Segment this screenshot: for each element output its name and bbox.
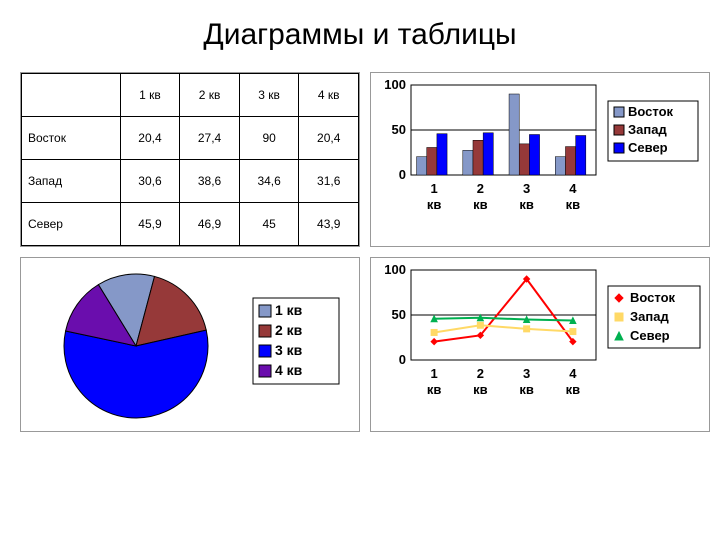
svg-text:3: 3 — [523, 366, 530, 381]
svg-text:0: 0 — [399, 167, 406, 182]
page-title: Диаграммы и таблицы — [0, 18, 720, 52]
svg-text:4: 4 — [569, 366, 577, 381]
data-table: 1 кв 2 кв 3 кв 4 кв Восток 20,4 27,4 90 … — [21, 73, 359, 246]
svg-text:Восток: Восток — [630, 290, 676, 305]
pie-chart-panel: 1 кв 2 кв 3 кв 4 кв — [20, 257, 360, 432]
col-header: 4 кв — [299, 74, 359, 117]
svg-text:3 кв: 3 кв — [275, 342, 303, 358]
line-chart: 0501001кв2кв3кв4квВостокЗападСевер — [371, 258, 709, 431]
pie-chart: 1 кв 2 кв 3 кв 4 кв — [21, 258, 359, 431]
svg-text:кв: кв — [566, 197, 581, 212]
svg-text:1: 1 — [431, 366, 438, 381]
table-cell: 31,6 — [299, 160, 359, 203]
col-header: 3 кв — [239, 74, 299, 117]
table-cell: 43,9 — [299, 203, 359, 246]
col-header: 2 кв — [180, 74, 240, 117]
table-cell: 90 — [239, 117, 299, 160]
table-cell: 20,4 — [299, 117, 359, 160]
svg-text:0: 0 — [399, 352, 406, 367]
row-header: Восток — [22, 117, 121, 160]
table-cell: 45 — [239, 203, 299, 246]
row-header: Запад — [22, 160, 121, 203]
svg-text:4: 4 — [569, 181, 577, 196]
svg-text:кв: кв — [519, 382, 534, 397]
svg-text:Север: Север — [630, 328, 670, 343]
svg-text:100: 100 — [384, 77, 406, 92]
table-cell: 34,6 — [239, 160, 299, 203]
svg-text:2 кв: 2 кв — [275, 322, 303, 338]
svg-text:4 кв: 4 кв — [275, 362, 303, 378]
svg-text:кв: кв — [473, 382, 488, 397]
row-header: Север — [22, 203, 121, 246]
svg-text:Восток: Восток — [628, 104, 674, 119]
table-cell: 27,4 — [180, 117, 240, 160]
chart-grid: 1 кв 2 кв 3 кв 4 кв Восток 20,4 27,4 90 … — [20, 72, 700, 432]
svg-text:кв: кв — [519, 197, 534, 212]
svg-text:кв: кв — [427, 382, 442, 397]
svg-text:3: 3 — [523, 181, 530, 196]
table-cell: 38,6 — [180, 160, 240, 203]
table-cell: 20,4 — [120, 117, 180, 160]
svg-text:100: 100 — [384, 262, 406, 277]
data-table-panel: 1 кв 2 кв 3 кв 4 кв Восток 20,4 27,4 90 … — [20, 72, 360, 247]
table-cell: 45,9 — [120, 203, 180, 246]
svg-text:2: 2 — [477, 366, 484, 381]
svg-text:кв: кв — [427, 197, 442, 212]
svg-text:50: 50 — [392, 122, 406, 137]
bar-chart-panel: 0501001кв2кв3кв4квВостокЗападСевер — [370, 72, 710, 247]
svg-text:Север: Север — [628, 140, 668, 155]
line-chart-panel: 0501001кв2кв3кв4квВостокЗападСевер — [370, 257, 710, 432]
svg-text:кв: кв — [566, 382, 581, 397]
svg-text:Запад: Запад — [630, 309, 669, 324]
bar-chart: 0501001кв2кв3кв4квВостокЗападСевер — [371, 73, 709, 246]
svg-text:2: 2 — [477, 181, 484, 196]
table-cell: 30,6 — [120, 160, 180, 203]
col-header: 1 кв — [120, 74, 180, 117]
table-cell: 46,9 — [180, 203, 240, 246]
svg-text:1: 1 — [431, 181, 438, 196]
svg-text:50: 50 — [392, 307, 406, 322]
svg-text:Запад: Запад — [628, 122, 667, 137]
svg-text:1 кв: 1 кв — [275, 302, 303, 318]
svg-text:кв: кв — [473, 197, 488, 212]
